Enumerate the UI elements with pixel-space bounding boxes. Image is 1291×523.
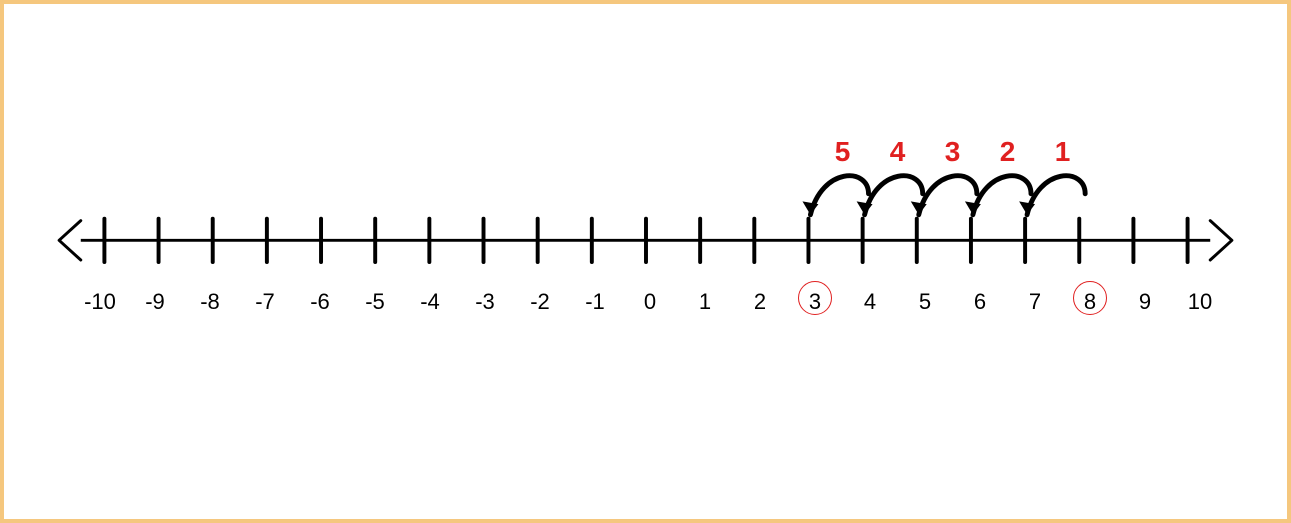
tick-label: 7 bbox=[1029, 289, 1041, 315]
tick-label: 10 bbox=[1188, 289, 1212, 315]
tick-label: 2 bbox=[754, 289, 766, 315]
tick-label: -5 bbox=[365, 289, 385, 315]
tick-label: -4 bbox=[420, 289, 440, 315]
tick-label: 1 bbox=[699, 289, 711, 315]
tick-label: 4 bbox=[864, 289, 876, 315]
hop-count-label: 3 bbox=[945, 136, 961, 168]
tick-label: -3 bbox=[475, 289, 495, 315]
tick-label: 5 bbox=[919, 289, 931, 315]
diagram-frame: -10-9-8-7-6-5-4-3-2-101234567891012345 bbox=[0, 0, 1291, 523]
tick-label: -6 bbox=[310, 289, 330, 315]
hop-count-label: 1 bbox=[1055, 136, 1071, 168]
hop-count-label: 4 bbox=[890, 136, 906, 168]
tick-label: -2 bbox=[530, 289, 550, 315]
tick-label: -7 bbox=[255, 289, 275, 315]
numberline-svg bbox=[4, 4, 1287, 519]
tick-label: -9 bbox=[145, 289, 165, 315]
tick-label: -8 bbox=[200, 289, 220, 315]
hop-count-label: 5 bbox=[835, 136, 851, 168]
tick-label: -1 bbox=[585, 289, 605, 315]
tick-label: -10 bbox=[84, 289, 116, 315]
circled-number bbox=[1073, 281, 1107, 315]
tick-label: 9 bbox=[1139, 289, 1151, 315]
hop-count-label: 2 bbox=[1000, 136, 1016, 168]
tick-label: 0 bbox=[644, 289, 656, 315]
tick-label: 6 bbox=[974, 289, 986, 315]
circled-number bbox=[798, 281, 832, 315]
